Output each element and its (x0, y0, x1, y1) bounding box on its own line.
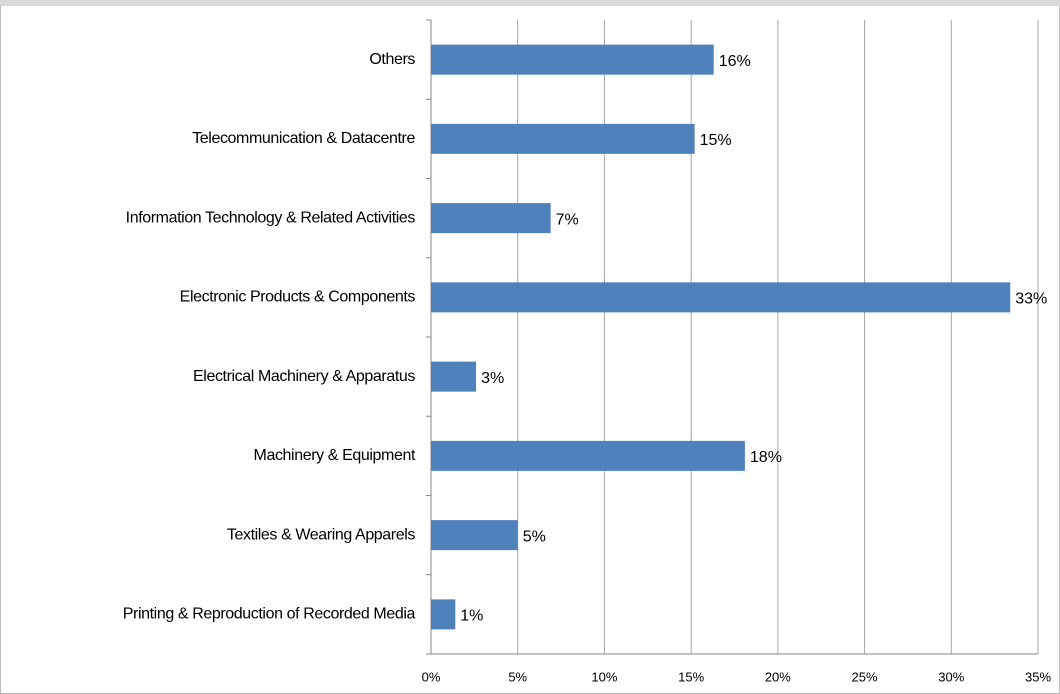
value-label: 16% (719, 53, 751, 70)
bar (431, 282, 1011, 313)
value-label: 7% (556, 211, 579, 228)
y-tick-label: Others (369, 51, 415, 68)
bar (431, 123, 695, 154)
bar (431, 440, 745, 471)
x-tick-label: 10% (591, 669, 617, 684)
top-strip (0, 0, 1060, 6)
bar (431, 520, 518, 551)
value-label: 18% (750, 449, 782, 466)
y-tick-label: Machinery & Equipment (254, 447, 416, 464)
y-tick-label: Information Technology & Related Activit… (126, 209, 416, 226)
y-tick-label: Printing & Reproduction of Recorded Medi… (123, 606, 416, 623)
bar (431, 361, 477, 392)
bar (431, 44, 714, 75)
y-tick-label: Textiles & Wearing Apparels (227, 526, 416, 543)
value-label: 15% (700, 132, 732, 149)
x-tick-label: 20% (765, 669, 791, 684)
x-tick-label: 15% (678, 669, 704, 684)
y-tick-label: Telecommunication & Datacentre (192, 130, 415, 147)
x-tick-label: 30% (938, 669, 964, 684)
value-label: 1% (460, 608, 483, 625)
y-tick-label: Electrical Machinery & Apparatus (193, 368, 415, 385)
value-label: 3% (481, 370, 504, 387)
x-tick-label: 25% (852, 669, 878, 684)
y-tick-label: Electronic Products & Components (180, 289, 416, 306)
bar (431, 203, 551, 234)
x-tick-label: 5% (508, 669, 527, 684)
value-label: 5% (523, 528, 546, 545)
bar (431, 599, 456, 630)
x-tick-label: 35% (1025, 669, 1051, 684)
x-tick-label: 0% (422, 669, 441, 684)
value-label: 33% (1015, 291, 1047, 308)
